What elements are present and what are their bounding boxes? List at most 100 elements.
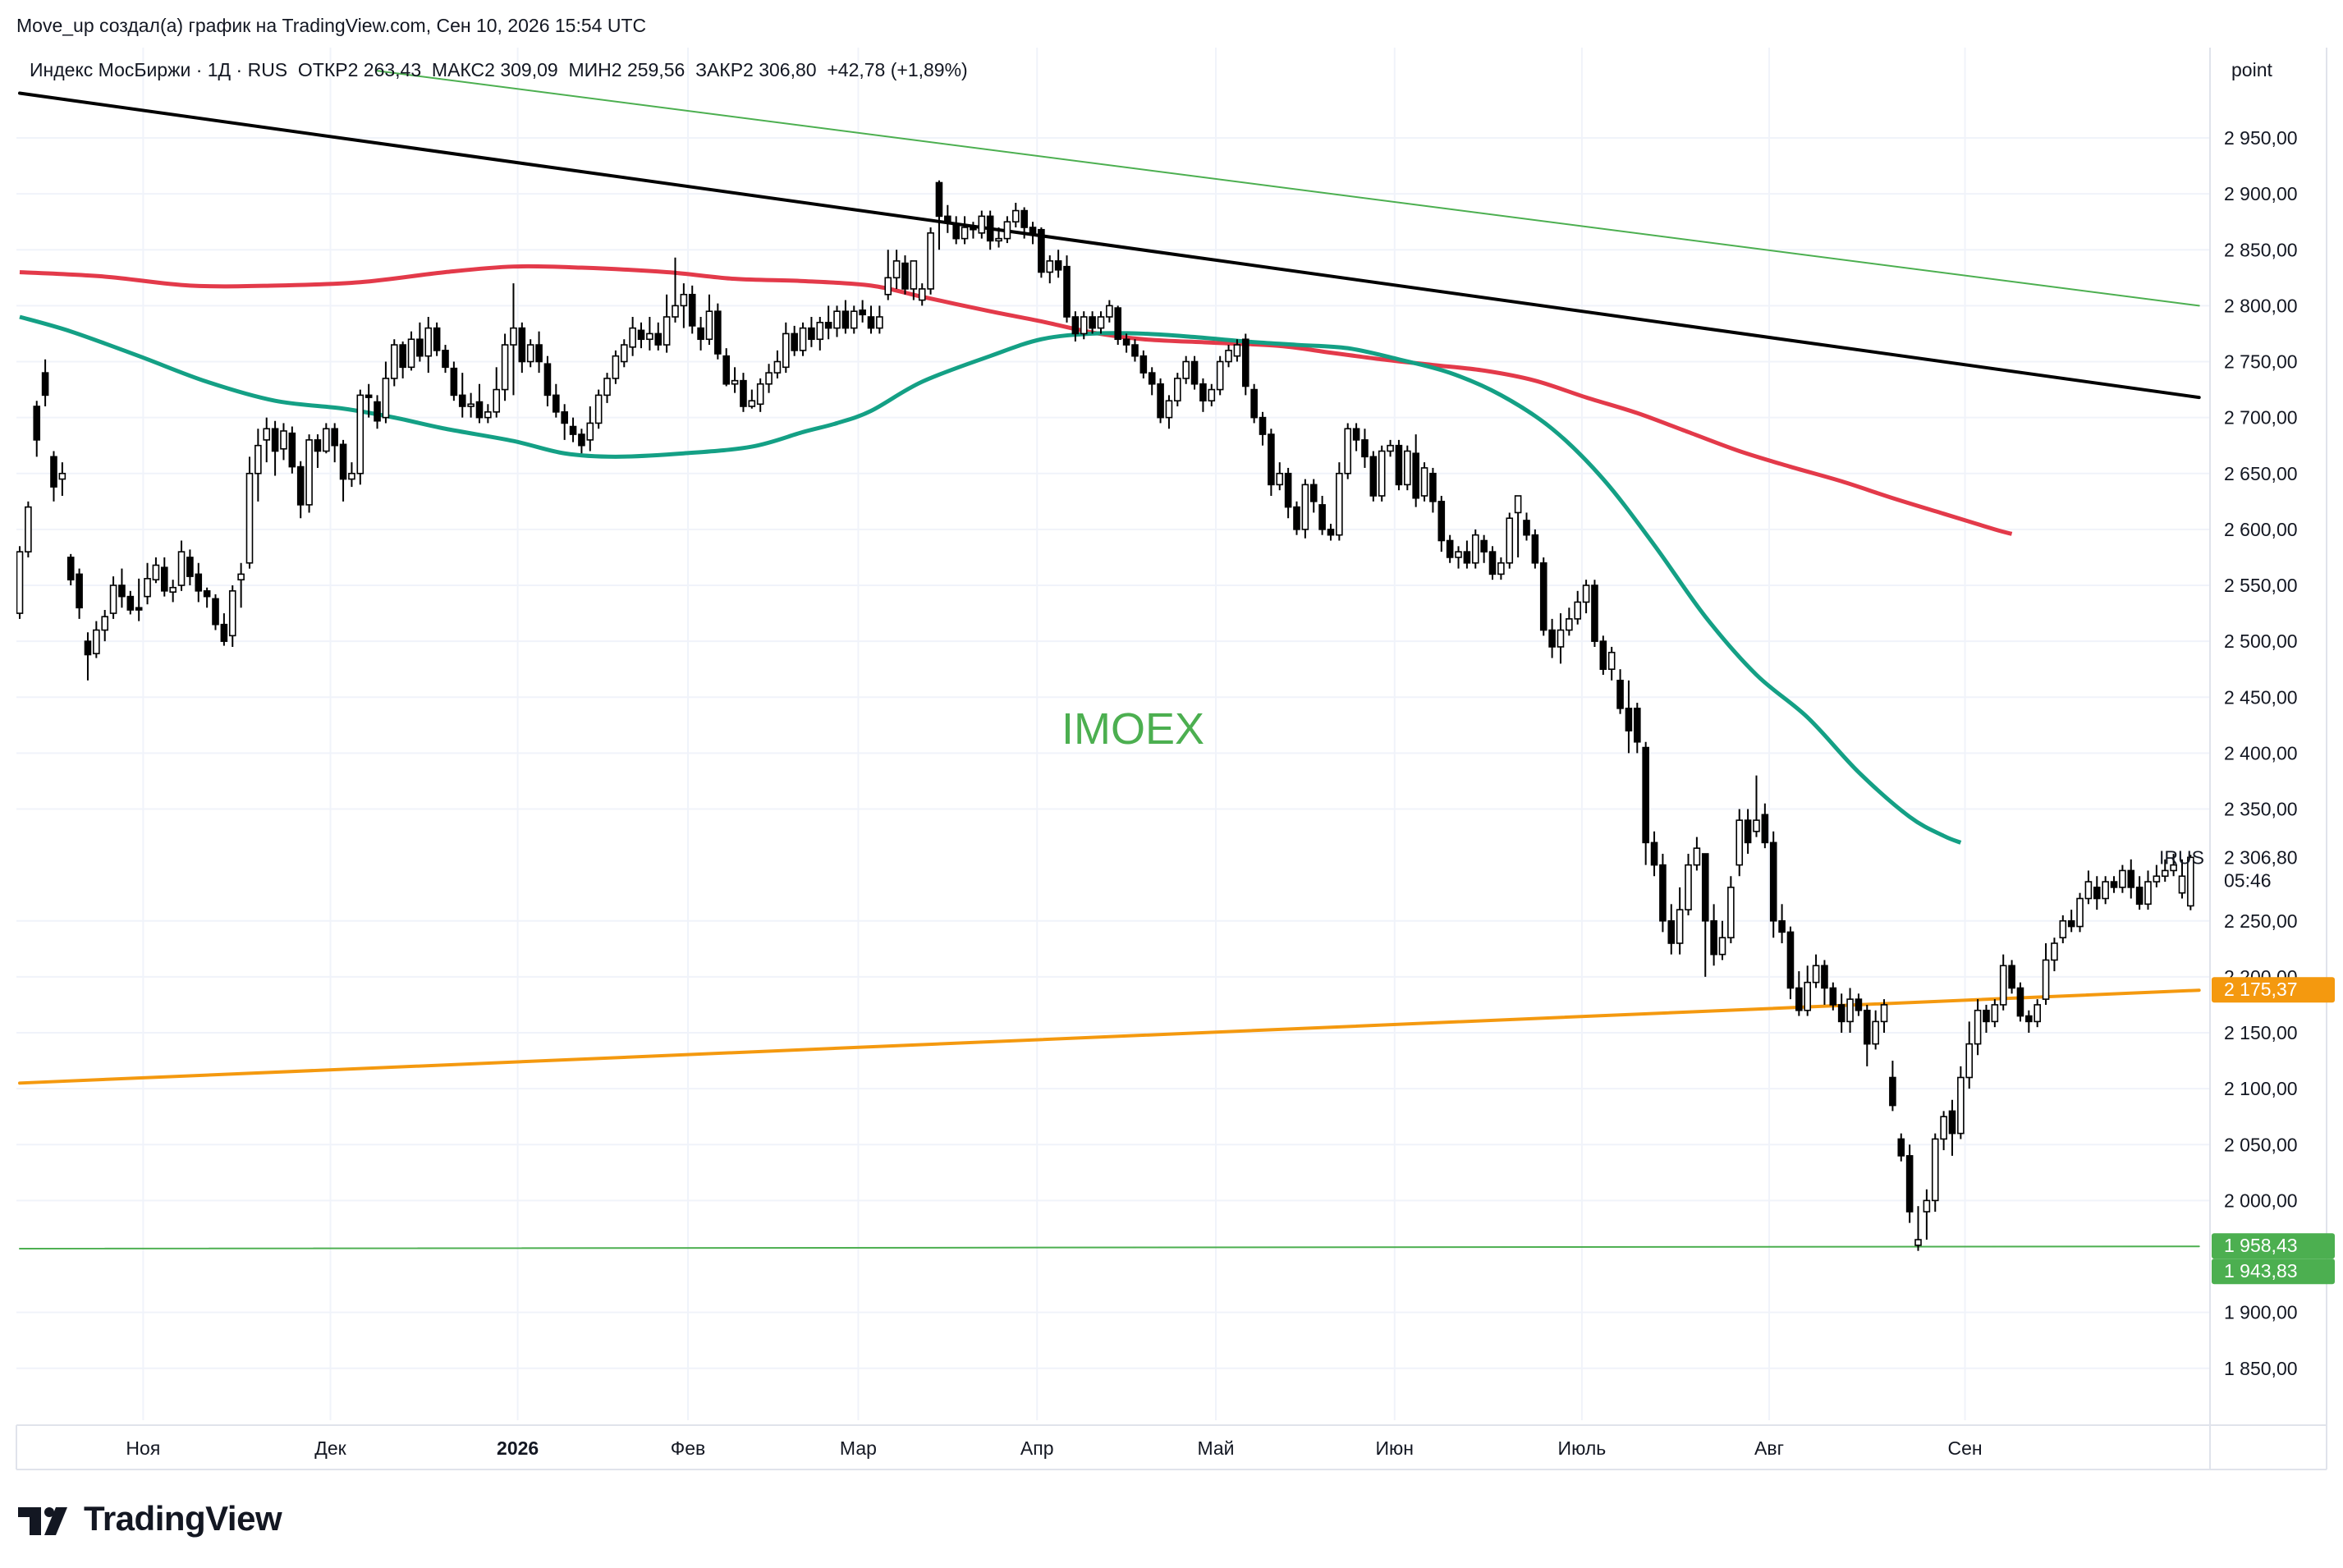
candle-body [101,616,108,631]
candle [705,294,713,346]
candle-body [220,623,228,642]
candle [1106,300,1113,323]
candle [2076,892,2084,933]
candle [84,632,92,681]
x-tick-label: Авг [1754,1437,1784,1459]
candle [433,322,441,356]
candle-body [442,350,449,369]
candle-body [271,428,279,452]
candle [1463,540,1471,569]
x-tick-label: Сен [1947,1437,1982,1459]
candle [986,210,994,250]
candle-body [782,332,790,369]
candle [2084,870,2093,905]
candle [1676,887,1684,955]
candle [493,367,501,418]
candle [2102,876,2109,905]
candle-body [1097,316,1105,329]
candle-body [467,403,475,407]
candle-body [561,411,568,424]
candle-body [1276,472,1284,486]
candle [1821,960,1828,1005]
trendlines[interactable] [18,70,2201,1249]
candle [1616,669,1624,714]
candle-body [1233,344,1241,357]
candle [2161,859,2169,883]
candle-body [1080,316,1088,335]
candle [1863,1004,1871,1066]
candle [1455,546,1462,569]
candle [1208,383,1216,406]
candle [177,540,186,591]
candle-body [323,428,330,452]
candle-body [1718,937,1726,956]
candle [935,180,943,250]
candle-body [637,329,645,341]
candle-body [918,288,926,301]
candle-body [1412,452,1419,499]
candle [2059,915,2067,943]
chart-attribution: Move_up создал(а) график на TradingView.… [16,15,647,36]
candle-body [484,411,492,419]
candle-body [450,367,458,397]
y-tick-label: 2 650,00 [2224,463,2298,484]
candle [1097,311,1105,334]
candle-body [1829,987,1837,1006]
candle-body [697,327,704,341]
candle-body [1497,562,1505,575]
candle-body [1480,539,1488,552]
y-tick-label: 2 600,00 [2224,519,2298,540]
candle-body [1293,506,1300,530]
candle-body [1539,562,1547,631]
candle [910,260,918,300]
candle-body [970,227,977,231]
price-unit-label[interactable]: point [2231,59,2272,80]
candle-body [722,355,731,385]
candle [348,462,355,488]
candle [93,621,100,658]
candle [1131,339,1139,362]
candle-body [808,327,815,341]
symbol-legend[interactable]: Индекс МосБиржи · 1Д · RUS ОТКР2 263,43 … [30,59,968,80]
candle [501,333,509,401]
candle-body [2093,887,2101,900]
candle [543,355,552,406]
candle [782,322,790,374]
candle [944,204,951,233]
candle [1948,1099,1956,1156]
candle [1974,999,1982,1056]
candle [824,305,832,340]
candle-body [2059,919,2067,938]
candle [553,383,560,418]
candle-body [1991,1004,1999,1023]
candle [1846,988,1854,1033]
candle [2127,859,2135,899]
candle [416,322,424,362]
candle-body [2102,881,2109,900]
brand: TradingView [18,1496,282,1542]
candle [1710,904,1717,966]
candle-body [1948,1110,1956,1135]
candle [850,305,858,334]
candle [220,613,228,646]
candle [1309,479,1318,513]
candle [867,305,875,334]
candle-body [1914,1239,1922,1246]
x-tick-label: Июн [1376,1437,1414,1459]
y-tick-label: 2 150,00 [2224,1022,2298,1043]
candle-body [543,363,552,397]
candle [1182,355,1190,384]
level-badge-text: 1 958,43 [2224,1235,2298,1256]
candle-body [1974,1009,1982,1045]
candle [1905,1144,1914,1223]
candle-body [1999,965,2007,1006]
candle [1412,434,1419,507]
candle-body [654,332,663,346]
candle-body [1872,1020,1879,1045]
candle-body [510,327,517,346]
candle-body [144,578,151,598]
candle-body [1114,307,1122,341]
grid [16,48,2210,1420]
candle [152,557,160,584]
candle [978,210,986,239]
